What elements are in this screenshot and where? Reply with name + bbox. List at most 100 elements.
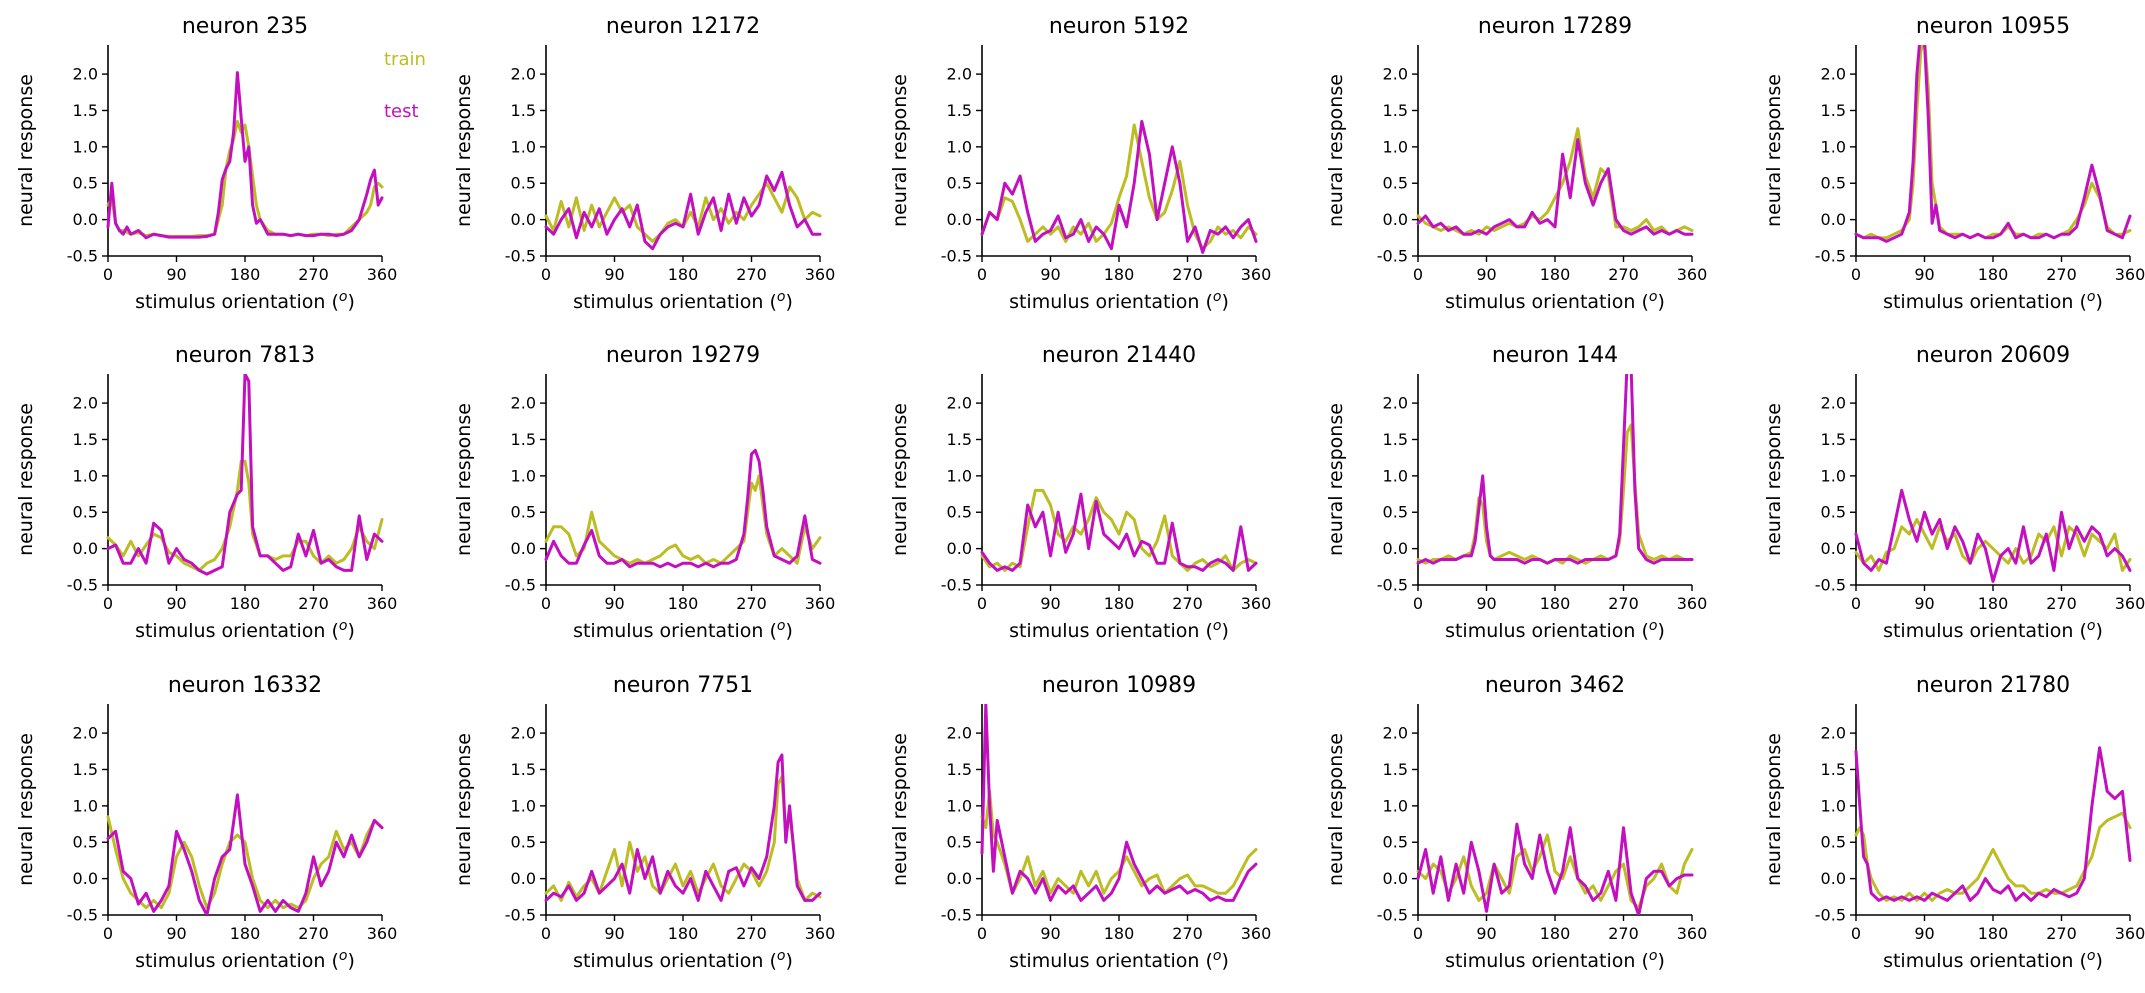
panel: neuron 5192 -0.5 0.0 0.5 1.0 1.5 2.0 0 90 180 270 3… [889,14,1271,313]
x-axis-label: stimulus orientation (o) [135,289,355,313]
y-tick-label: -0.5 [1377,247,1408,266]
y-tick-label: 1.0 [1821,466,1846,485]
x-tick-label: 360 [367,265,398,284]
series-line-test [980,119,1258,254]
x-tick-label: 180 [1978,594,2009,613]
panel-title: neuron 3462 [1485,673,1625,698]
y-tick-label: 0.5 [73,833,98,852]
y-axis-label: neural response [15,403,37,556]
x-tick-label: 90 [1040,924,1060,943]
y-tick-label: 1.5 [1821,760,1846,779]
x-axis-label: stimulus orientation (o) [1883,289,2103,313]
y-tick-label: 0.5 [511,833,536,852]
y-tick-label: -0.5 [1815,247,1846,266]
y-tick-label: 0.5 [73,174,98,193]
x-tick-label: 360 [1241,265,1272,284]
x-tick-label: 270 [736,265,767,284]
x-tick-label: 270 [2046,594,2077,613]
y-tick-label: -0.5 [1377,576,1408,595]
y-tick-label: 1.5 [511,760,536,779]
series-line-test [980,704,1258,902]
y-tick-label: 0.5 [511,503,536,522]
panel: neuron 21780 -0.5 0.0 0.5 1.0 1.5 2.0 0 90 180 270… [1763,673,2145,972]
y-tick-label: 0.0 [947,539,972,558]
x-tick-label: 270 [298,594,329,613]
panel-title: neuron 21440 [1042,343,1196,368]
y-tick-label: 0.0 [1383,210,1408,229]
y-axis-label: neural response [453,403,475,556]
x-tick-label: 270 [1608,594,1639,613]
y-tick-label: 0.0 [1821,210,1846,229]
y-tick-label: -0.5 [505,906,536,925]
series-line-test [1416,822,1694,915]
x-tick-label: 0 [103,265,113,284]
y-tick-label: -0.5 [67,576,98,595]
y-tick-label: 1.0 [73,466,98,485]
x-tick-label: 0 [541,924,551,943]
x-tick-label: 90 [604,924,624,943]
x-tick-label: 0 [103,594,113,613]
y-axis-label: neural response [1325,733,1347,886]
y-tick-label: 0.5 [947,174,972,193]
y-axis-label: neural response [1763,403,1785,556]
series-line-train [1416,423,1694,565]
y-tick-label: 0.5 [1383,833,1408,852]
y-tick-label: 1.0 [511,137,536,156]
x-tick-label: 0 [977,265,987,284]
y-tick-label: -0.5 [67,247,98,266]
x-tick-label: 360 [2115,594,2145,613]
panel: neuron 10955 -0.5 0.0 0.5 1.0 1.5 2.0 0 90 180 270… [1763,14,2145,313]
x-tick-label: 270 [298,265,329,284]
panel: neuron 144 -0.5 0.0 0.5 1.0 1.5 2.0 0 90 180 270 36… [1325,343,1707,642]
y-tick-label: 1.0 [1821,137,1846,156]
y-tick-label: 0.0 [947,869,972,888]
y-tick-label: 0.5 [947,503,972,522]
x-tick-label: 0 [1851,265,1861,284]
y-tick-label: 1.5 [947,760,972,779]
x-tick-label: 90 [1040,265,1060,284]
y-tick-label: -0.5 [505,247,536,266]
panel-title: neuron 5192 [1049,14,1189,39]
y-tick-label: 0.5 [511,174,536,193]
y-tick-label: 2.0 [1383,724,1408,743]
y-tick-label: 1.0 [511,796,536,815]
x-axis-label: stimulus orientation (o) [1009,289,1229,313]
x-tick-label: 0 [977,594,987,613]
x-tick-label: 360 [1677,924,1708,943]
x-tick-label: 270 [1172,924,1203,943]
y-tick-label: 1.0 [1821,796,1846,815]
y-axis-label: neural response [1763,74,1785,227]
x-tick-label: 360 [2115,924,2145,943]
panel-title: neuron 16332 [168,673,322,698]
legend-train-label: train [384,49,426,70]
y-tick-label: 0.0 [1383,539,1408,558]
y-tick-label: 0.5 [1383,174,1408,193]
series-line-train [980,488,1258,572]
x-tick-label: 360 [805,265,836,284]
x-tick-label: 180 [1978,265,2009,284]
x-tick-label: 270 [1172,265,1203,284]
x-tick-label: 90 [1040,594,1060,613]
x-tick-label: 180 [1540,265,1571,284]
x-tick-label: 0 [1413,924,1423,943]
x-axis-label: stimulus orientation (o) [1009,618,1229,642]
y-tick-label: 1.0 [73,137,98,156]
series-line-test [980,492,1258,572]
x-tick-label: 270 [736,594,767,613]
series-line-train [1854,45,2132,240]
y-tick-label: 0.0 [511,869,536,888]
y-tick-label: 0.0 [1383,869,1408,888]
x-tick-label: 270 [2046,265,2077,284]
x-tick-label: 90 [1914,924,1934,943]
panel: neuron 3462 -0.5 0.0 0.5 1.0 1.5 2.0 0 90 180 270 3… [1325,673,1707,972]
y-tick-label: 1.0 [947,466,972,485]
series-line-test [544,170,822,251]
y-tick-label: 1.0 [511,466,536,485]
series-line-train [980,123,1258,251]
y-tick-label: 2.0 [511,724,536,743]
y-tick-label: 2.0 [1383,394,1408,413]
series-line-test [1854,746,2132,902]
panel: neuron 19279 -0.5 0.0 0.5 1.0 1.5 2.0 0 90 180 270… [453,343,835,642]
x-axis-label: stimulus orientation (o) [1009,948,1229,972]
